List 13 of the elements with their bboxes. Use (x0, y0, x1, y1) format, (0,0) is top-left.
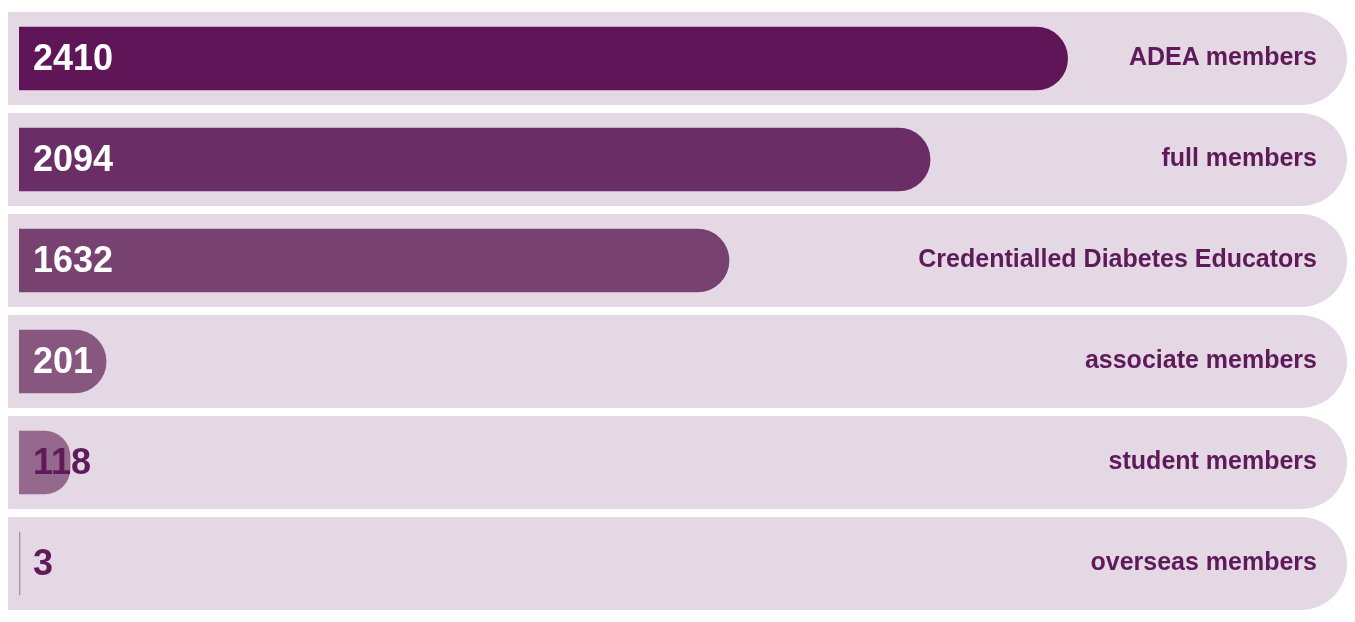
bar (19, 127, 931, 192)
y-tick-label: overseas members (1090, 547, 1317, 576)
y-tick-label: full members (1161, 143, 1317, 172)
y-tick-label: student members (1108, 446, 1317, 475)
y-tick-label: associate members (1084, 345, 1317, 374)
data-label: 1632 (33, 239, 114, 281)
y-tick-label: Credentialled Diabetes Educators (918, 244, 1317, 273)
bar (19, 228, 730, 293)
data-label: 3 (33, 542, 54, 584)
y-tick-label: ADEA members (1128, 42, 1317, 71)
data-label: 2410 (33, 37, 114, 79)
data-label: 2094 (33, 138, 114, 180)
data-label: 201 (33, 340, 94, 382)
